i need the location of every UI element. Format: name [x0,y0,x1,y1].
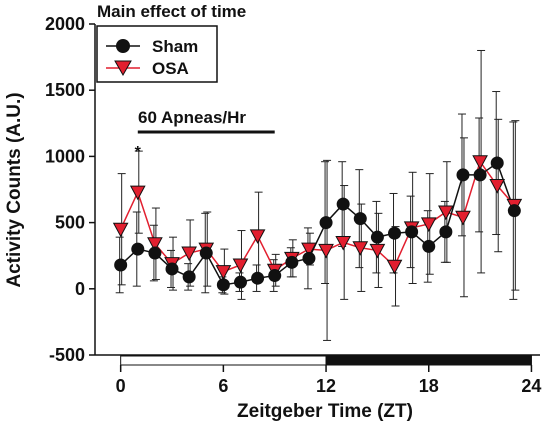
legend-sham-marker [116,39,130,53]
sham-point [370,230,384,244]
osa-point [301,242,317,258]
y-axis-title: Activity Counts (A.U.) [4,92,25,287]
y-tick-label: -500 [49,345,85,365]
osa-point [232,258,249,274]
sham-point [268,269,282,283]
light-dark-bar [120,355,532,366]
osa-point [318,243,334,259]
y-tick-label: 500 [55,213,85,233]
sham-point [353,212,367,226]
y-tick-label: 0 [75,279,85,299]
error-bars [115,49,520,341]
sham-point [422,239,436,253]
osa-point [335,235,352,251]
osa-point [420,217,437,232]
sham-point [216,278,230,292]
y-tick-label: 2000 [45,14,85,34]
sham-point [131,242,145,256]
sham-point [114,258,128,272]
sham-point [165,262,179,276]
osa-point [455,210,471,226]
y-tick-label: 1000 [45,146,85,166]
osa-point [249,229,266,244]
osa-point [489,179,506,194]
axes: -500 0 500 1000 1500 2000 0 6 12 18 24 [45,14,542,396]
sham-point [182,270,196,284]
sham-point [439,225,453,239]
osa-point [215,265,232,280]
osa-point [129,185,146,201]
sham-point [507,204,521,218]
sham-point [405,225,419,239]
osa-point [438,205,454,221]
sham-point [302,251,316,265]
osa-point [112,222,129,238]
x-tick-label: 24 [521,376,541,396]
legend: Sham OSA [96,25,218,83]
dark-phase-bar [325,355,532,366]
sham-point [233,275,247,289]
apnea-annotation: 60 Apneas/Hr [137,108,275,134]
sham-point [490,156,504,170]
series-markers [112,155,523,292]
osa-point [386,259,403,275]
legend-sham-label: Sham [152,37,198,56]
osa-point [181,246,197,262]
sham-point [251,271,265,285]
legend-box [96,25,218,83]
sham-point [456,168,470,182]
series-lines [119,160,516,286]
osa-point [472,155,488,170]
x-tick-label: 0 [116,376,126,396]
sham-point [148,246,162,260]
osa-point [352,241,369,256]
x-tick-label: 12 [316,376,336,396]
sham-series-line [120,161,516,286]
light-phase-bar [120,355,327,366]
apnea-label: 60 Apneas/Hr [138,108,246,127]
osa-point [369,243,386,259]
osa-point [147,237,163,252]
y-tick-label: 1500 [45,80,85,100]
legend-osa-label: OSA [152,59,189,78]
sham-point [285,255,299,269]
chart-title: Main effect of time [97,2,246,21]
sham-point [336,197,350,211]
sham-point [199,246,213,260]
legend-osa-marker [114,60,132,77]
x-tick-label: 18 [419,376,439,396]
significance-star: * [135,144,142,161]
sham-point [388,226,402,240]
x-axis-title: Zeitgeber Time (ZT) [237,401,413,422]
osa-series-line [119,160,515,273]
x-tick-label: 6 [218,376,228,396]
sham-point [319,216,333,230]
sham-point [473,168,487,182]
